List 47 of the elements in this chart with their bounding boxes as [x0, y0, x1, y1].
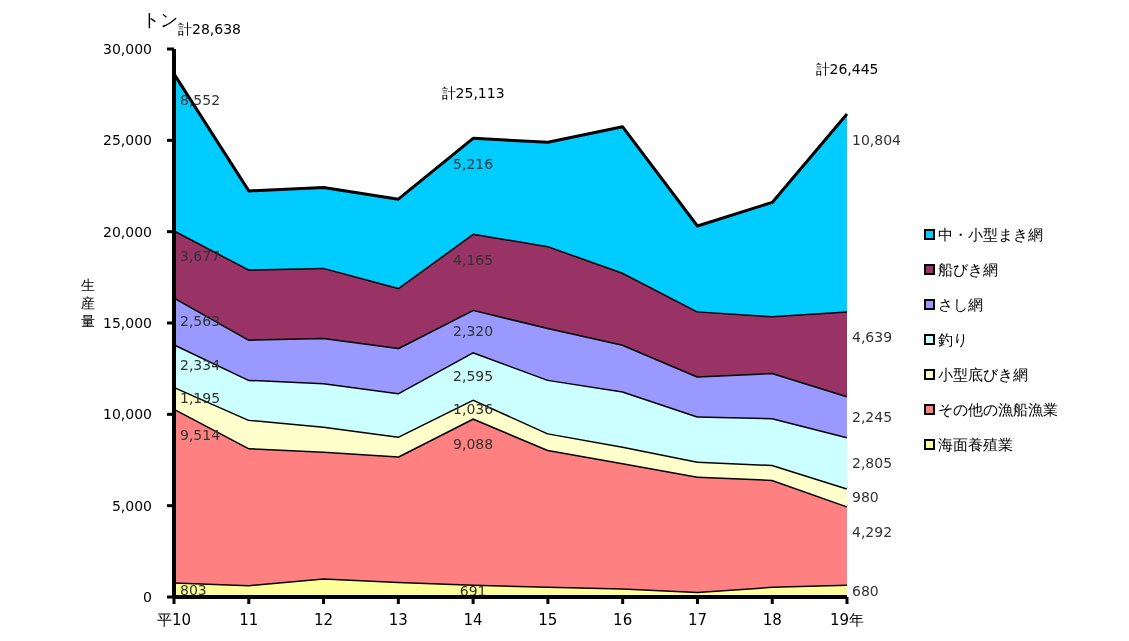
legend-label: 海面養殖業 [938, 436, 1013, 454]
text: トン [142, 9, 178, 30]
data-label: 10,804 [852, 131, 902, 148]
x-tick-label: 13 [388, 611, 408, 629]
x-tick-label: 18 [762, 611, 782, 629]
y-tick-label: 20,000 [103, 223, 152, 240]
x-tick-label: 15 [538, 611, 558, 629]
data-label: 3,677 [180, 248, 221, 265]
x-tick-label: 平10 [156, 611, 192, 629]
x-tick-label: 19年 [829, 611, 865, 629]
data-label: 2,563 [180, 312, 221, 329]
total-label: 計26,445 [815, 60, 879, 77]
x-tick-label: 14 [463, 611, 483, 629]
y-tick-label: 15,000 [103, 315, 152, 331]
legend-label: その他の漁船漁業 [938, 401, 1058, 419]
data-label: 2,245 [852, 408, 893, 425]
data-label: 4,165 [453, 251, 494, 268]
data-label: 4,639 [852, 329, 893, 346]
y-tick-label: 5,000 [111, 497, 152, 514]
y-axis-title: 生産量 [81, 277, 95, 329]
x-tick-label: 11 [239, 611, 259, 629]
data-label: 2,805 [852, 454, 893, 471]
data-label: 803 [180, 581, 207, 598]
legend-label: 船びき網 [938, 261, 998, 279]
y-tick-label: 30,000 [103, 41, 152, 57]
x-tick-label: 16 [613, 611, 633, 629]
data-label: 4,292 [852, 524, 893, 541]
y-tick-label: 10,000 [103, 406, 152, 423]
data-label: 2,334 [180, 357, 221, 374]
y-tick-label: 25,000 [103, 132, 152, 149]
total-label: 計28,638 [178, 20, 241, 37]
x-tick-label: 12 [314, 611, 334, 629]
data-label: 2,595 [453, 367, 494, 384]
legend-label: 中・小型まき網 [938, 226, 1043, 244]
total-label: 計25,113 [441, 85, 505, 102]
data-label: 9,514 [180, 426, 221, 443]
legend-label: 釣り [938, 331, 968, 349]
legend-label: さし網 [938, 296, 983, 314]
data-label: 980 [852, 489, 879, 506]
data-label: 2,320 [453, 322, 494, 339]
legend-label: 小型底びき網 [938, 366, 1028, 384]
x-tick-label: 17 [687, 611, 707, 629]
y-tick-label: 0 [143, 589, 152, 605]
data-label: 680 [852, 582, 879, 599]
data-label: 1,036 [453, 400, 494, 417]
data-label: 9,088 [453, 436, 494, 453]
data-label: 5,216 [453, 156, 494, 173]
